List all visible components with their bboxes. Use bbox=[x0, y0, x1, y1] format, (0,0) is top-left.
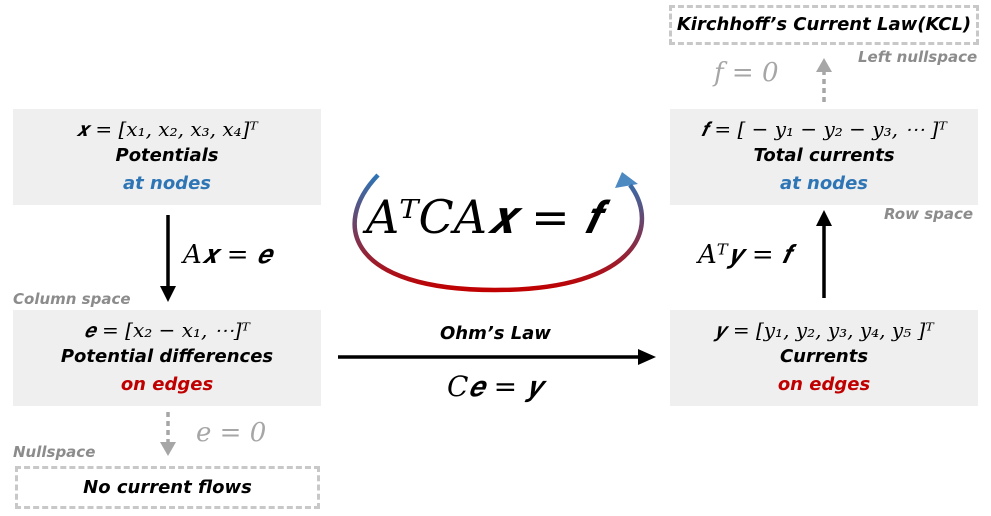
potentials-box: 𝒙 = [x₁, x₂, x₃, x₄]ᵀ Potentials at node… bbox=[13, 109, 321, 205]
ohms-law-label: Ohm’s Law bbox=[440, 323, 551, 344]
kcl-box: Kirchhoff’s Current Law(KCL) bbox=[669, 5, 979, 45]
no-current-box: No current flows bbox=[15, 466, 320, 509]
potential-differences-formula: 𝒆 = [x₂ − x₁, ⋯]ᵀ bbox=[84, 318, 250, 342]
no-current-label: No current flows bbox=[83, 476, 252, 498]
ohms-law-equation: C𝒆 = 𝒚 bbox=[447, 370, 544, 403]
column-space-label: Column space bbox=[13, 290, 131, 308]
kcl-label: Kirchhoff’s Current Law(KCL) bbox=[676, 14, 972, 35]
total-currents-title: Total currents bbox=[753, 145, 895, 166]
left-nullspace-label: Left nullspace bbox=[858, 48, 978, 66]
central-equation: AᵀCA𝒙 = 𝒇 bbox=[366, 190, 601, 244]
arrow-ohms-law bbox=[338, 349, 656, 365]
total-currents-box: 𝒇 = [ − y₁ − y₂ − y₃, ⋯ ]ᵀ Total current… bbox=[670, 109, 978, 205]
currents-formula: 𝒚 = [y₁, y₂, y₃, y₄, y₅ ]ᵀ bbox=[714, 318, 934, 342]
potential-differences-subtitle: on edges bbox=[120, 374, 214, 395]
ax-e-equation: A𝒙 = 𝒆 bbox=[183, 240, 272, 270]
arrow-left-nullspace bbox=[816, 58, 832, 102]
currents-box: 𝒚 = [y₁, y₂, y₃, y₄, y₅ ]ᵀ Currents on e… bbox=[670, 310, 978, 406]
left-nullspace-equation: f = 0 bbox=[714, 58, 779, 88]
potential-differences-title: Potential differences bbox=[60, 346, 274, 367]
total-currents-subtitle: at nodes bbox=[779, 173, 868, 194]
arrow-aty-f bbox=[816, 210, 832, 298]
currents-subtitle: on edges bbox=[777, 374, 871, 395]
potentials-subtitle: at nodes bbox=[122, 173, 211, 194]
potential-differences-box: 𝒆 = [x₂ − x₁, ⋯]ᵀ Potential differences … bbox=[13, 310, 321, 406]
potentials-formula: 𝒙 = [x₁, x₂, x₃, x₄]ᵀ bbox=[76, 117, 258, 141]
arrow-nullspace bbox=[160, 412, 176, 456]
nullspace-equation: e = 0 bbox=[196, 418, 267, 448]
total-currents-formula: 𝒇 = [ − y₁ − y₂ − y₃, ⋯ ]ᵀ bbox=[701, 117, 947, 141]
potentials-title: Potentials bbox=[115, 145, 219, 166]
currents-title: Currents bbox=[779, 346, 869, 367]
arrow-ax-e bbox=[160, 215, 176, 302]
row-space-label: Row space bbox=[884, 205, 974, 223]
cycle-arrow-icon bbox=[352, 172, 645, 293]
nullspace-label: Nullspace bbox=[13, 443, 96, 461]
aty-f-equation: Aᵀ𝒚 = 𝒇 bbox=[698, 240, 791, 270]
